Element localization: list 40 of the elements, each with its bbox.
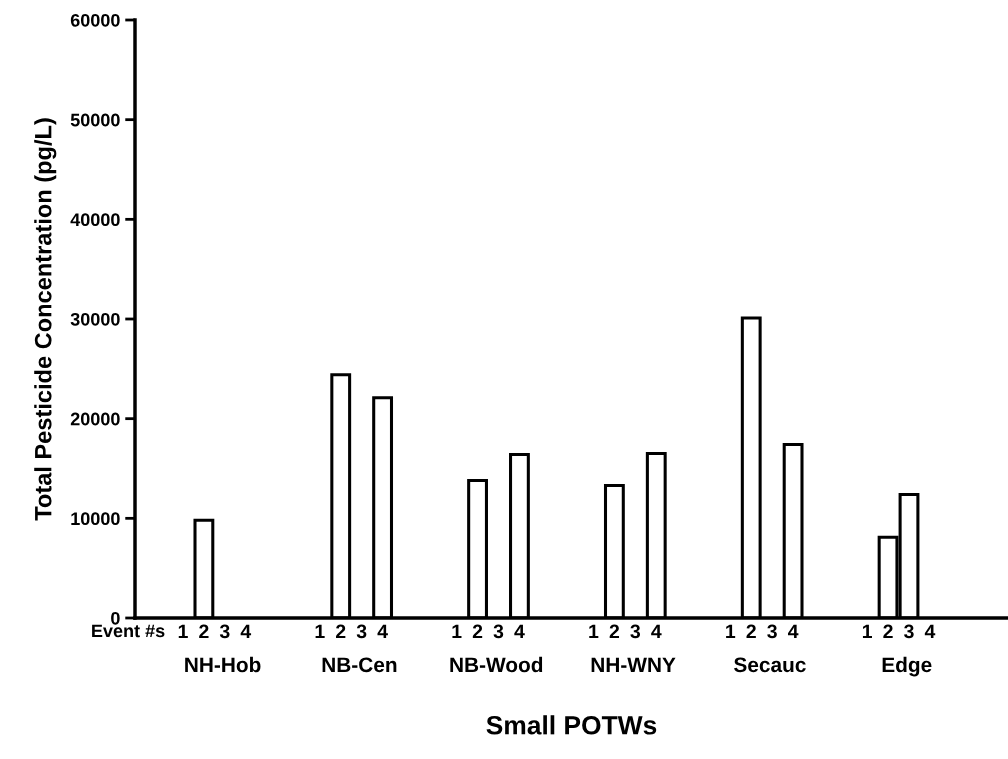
- series-label: 2: [199, 624, 209, 639]
- text: 4: [924, 624, 936, 639]
- text: 4: [787, 624, 799, 639]
- y-tick-label: 30000: [70, 312, 120, 326]
- y-tick-label: 50000: [70, 113, 120, 127]
- text: 2: [883, 624, 893, 639]
- text: 2: [609, 624, 620, 639]
- series-label: 3: [904, 624, 914, 639]
- text: 4: [651, 624, 662, 639]
- text: Event #s: [92, 624, 165, 638]
- text: 1: [452, 624, 462, 639]
- x-tick-label: NB-Cen: [322, 657, 397, 673]
- text: 3: [493, 624, 504, 639]
- x-tick-label: Secauc: [734, 657, 806, 673]
- x-tick-label: NH-WNY: [591, 657, 676, 672]
- y-tick-label: 40000: [70, 213, 120, 227]
- text: 2: [472, 624, 483, 639]
- y-tick-label: 60000: [70, 13, 120, 27]
- y-tick-label: 20000: [70, 412, 120, 426]
- text: 3: [767, 624, 777, 639]
- text: 2: [336, 624, 346, 639]
- text: 1: [862, 624, 872, 639]
- x-axis-title: Small POTWs: [486, 715, 657, 735]
- y-tick-label: 10000: [71, 512, 120, 526]
- text: 4: [240, 624, 252, 639]
- text: 1: [726, 624, 736, 639]
- x-tick-label: NB-Wood: [450, 656, 543, 673]
- text: 1: [315, 624, 325, 639]
- x-tick-label: Edge: [882, 656, 932, 677]
- text: 3: [356, 624, 367, 639]
- text: 2: [746, 624, 756, 639]
- y-tick-label: 0: [111, 611, 120, 625]
- text: 3: [219, 624, 230, 639]
- x-tick-label: NH-Hob: [185, 656, 261, 673]
- text: 1: [178, 624, 188, 639]
- text: 3: [630, 624, 641, 639]
- series-label: 4: [377, 624, 388, 639]
- text: 4: [514, 624, 525, 639]
- y-axis-title: Total Pesticide Concentration (pg/L): [34, 118, 57, 521]
- text: 1: [589, 624, 599, 639]
